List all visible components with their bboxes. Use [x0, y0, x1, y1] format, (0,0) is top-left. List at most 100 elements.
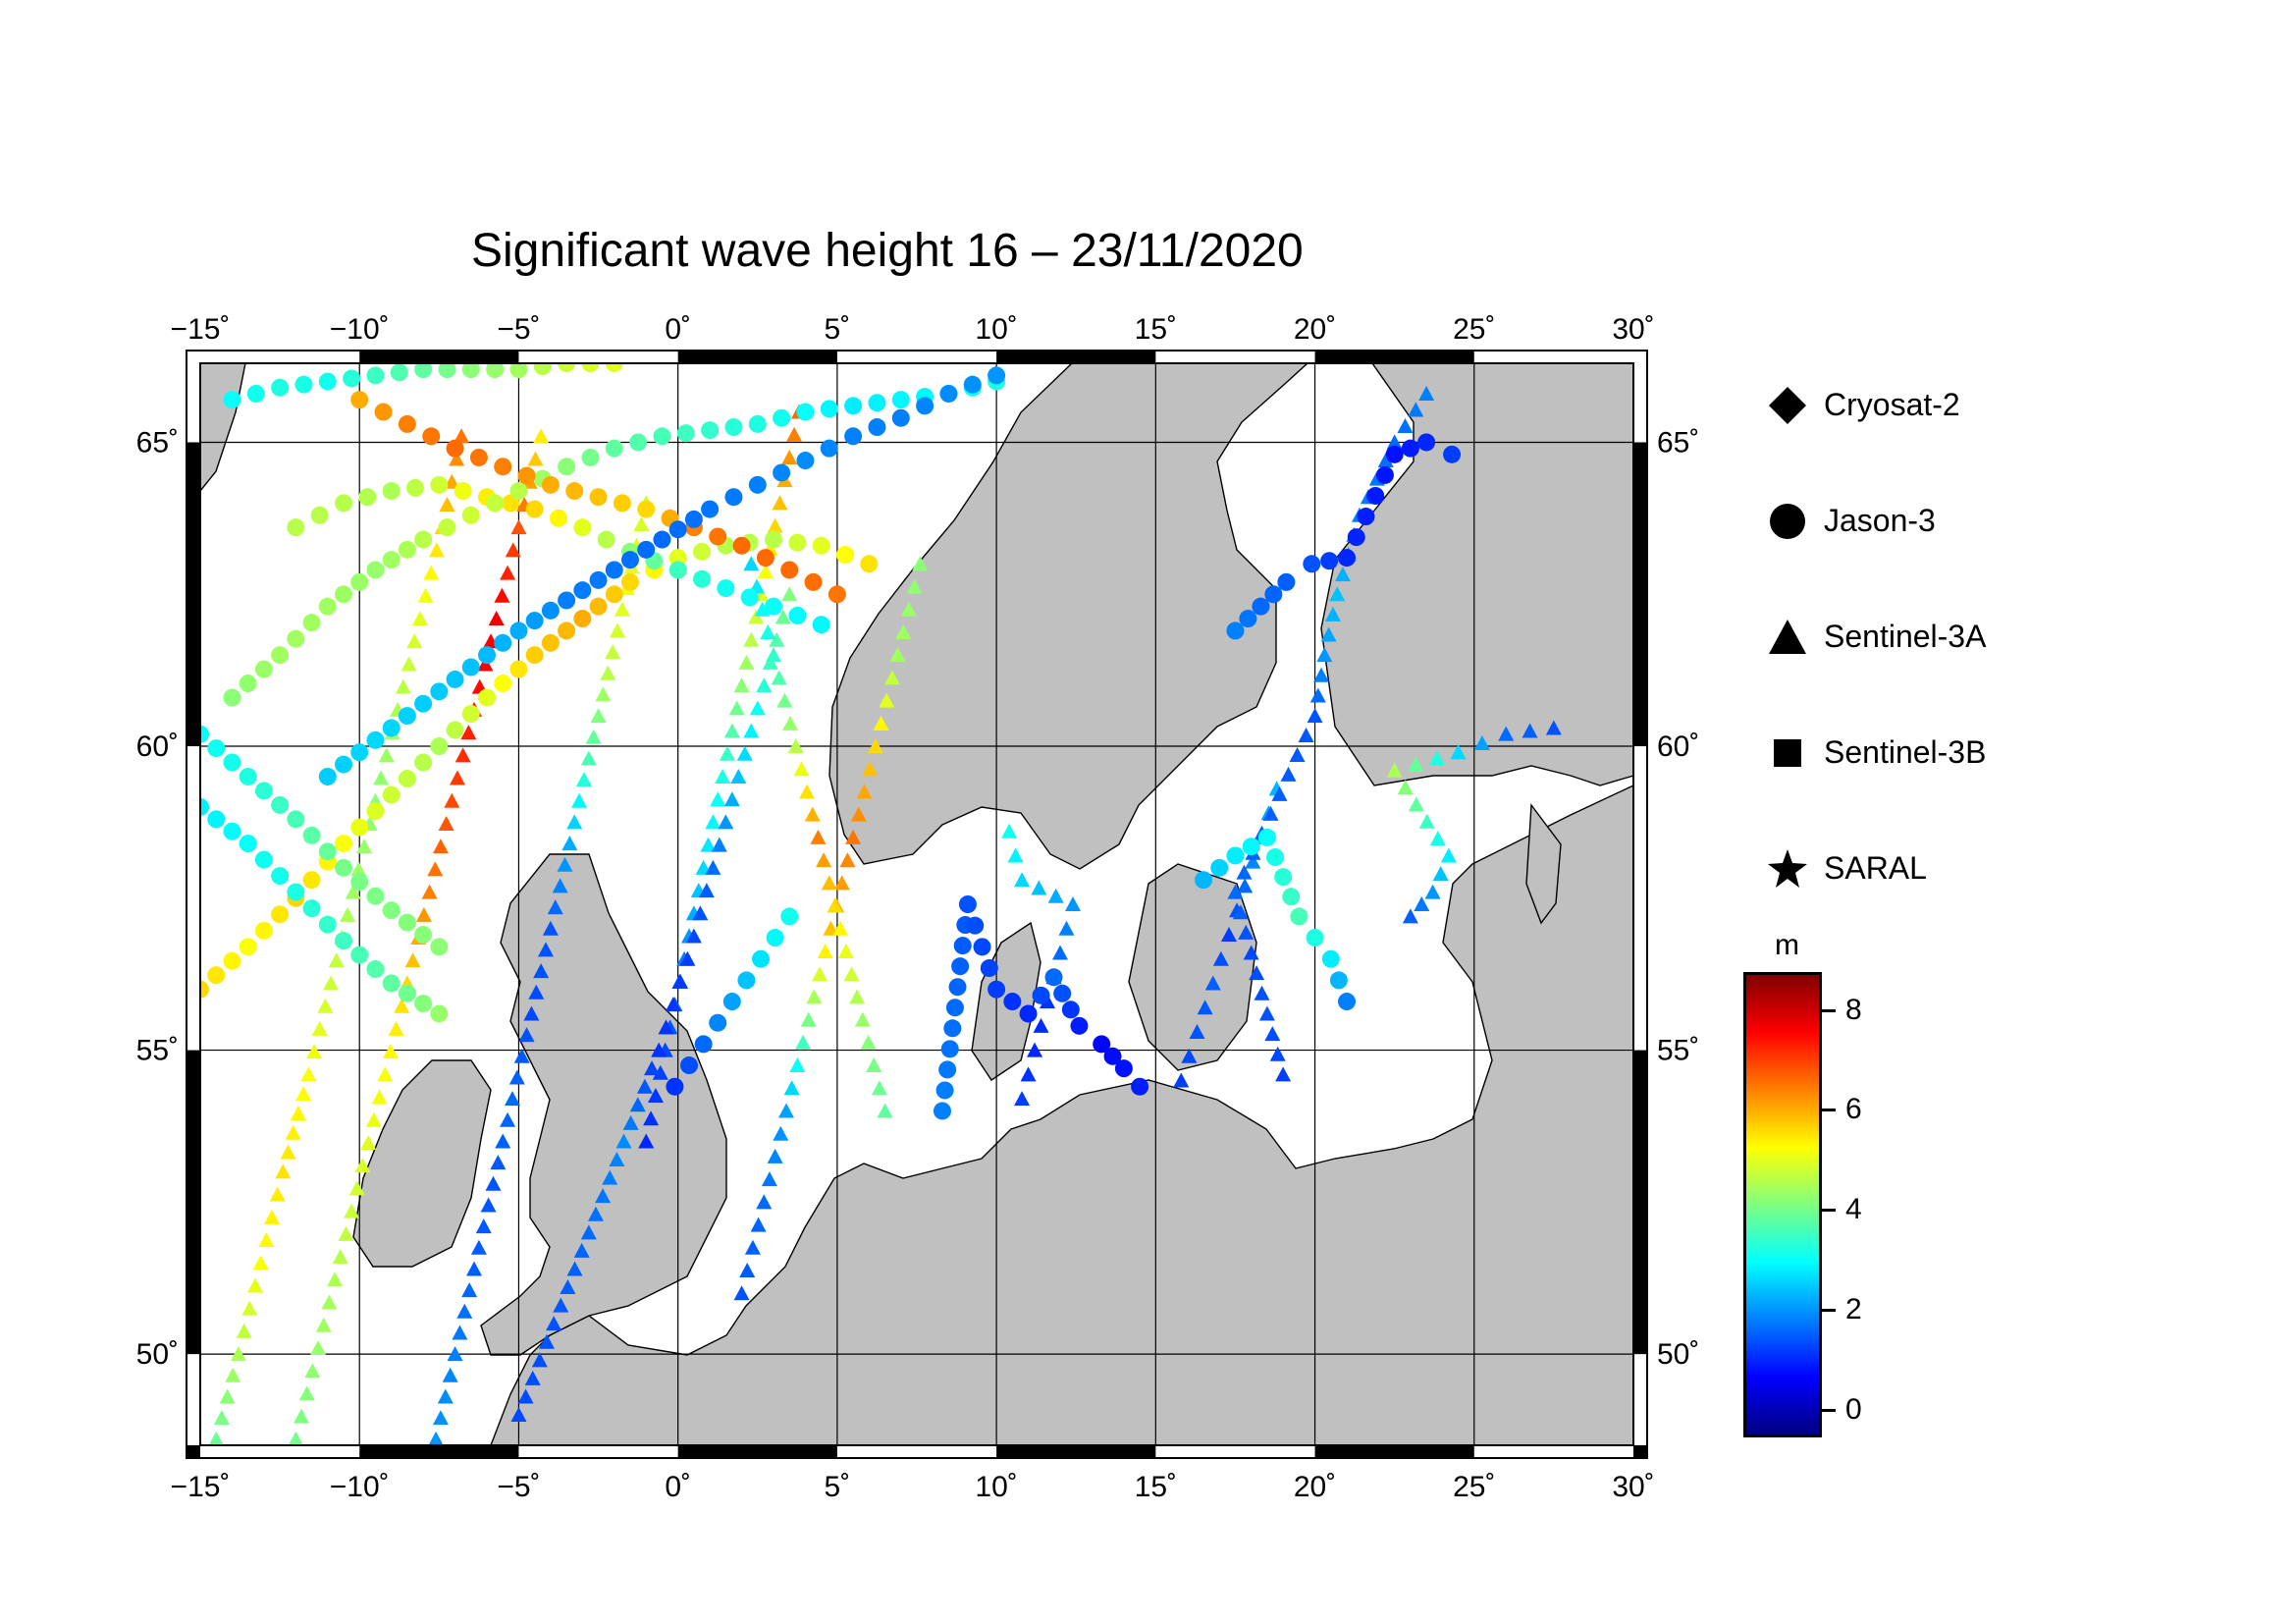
jason-3-measurement: [430, 682, 449, 701]
sentinel-3a-measurement: [1307, 708, 1323, 724]
sentinel-3a-measurement: [439, 496, 455, 512]
jason-3-measurement: [343, 369, 361, 388]
jason-3-measurement: [693, 542, 711, 561]
sentinel-3a-measurement: [771, 670, 787, 685]
jason-3-measurement: [701, 500, 720, 518]
sentinel-3a-measurement: [395, 678, 411, 694]
jason-3-measurement: [988, 980, 1006, 999]
sentinel-3a-measurement: [485, 1175, 502, 1191]
sentinel-3a-measurement: [332, 1249, 348, 1265]
sentinel-3a-measurement: [1181, 1048, 1198, 1063]
sentinel-3a-measurement: [1397, 780, 1414, 795]
sentinel-3a-measurement: [423, 565, 440, 580]
sentinel-3a-measurement: [500, 565, 516, 580]
jason-3-measurement: [287, 629, 305, 648]
jason-3-measurement: [1103, 1047, 1122, 1065]
jason-3-measurement: [438, 518, 456, 537]
sentinel-3a-measurement: [1052, 945, 1068, 960]
sentinel-3a-measurement: [345, 884, 361, 899]
jason-3-measurement: [414, 995, 433, 1013]
legend-item-sentinel-3b: Sentinel-3B: [1767, 729, 2081, 778]
sentinel-3a-measurement: [460, 725, 477, 740]
sentinel-3a-measurement: [781, 586, 798, 602]
colorbar-tick-label: 6: [1845, 1093, 1862, 1126]
sentinel-3a-measurement: [810, 829, 827, 844]
sentinel-3a-measurement: [580, 1224, 597, 1240]
colorbar-tick-label: 8: [1845, 993, 1862, 1026]
sentinel-3a-measurement: [609, 1152, 625, 1167]
sentinel-3a-measurement: [912, 556, 929, 571]
jason-3-measurement: [891, 391, 910, 409]
sentinel-3a-measurement: [692, 905, 709, 921]
jason-3-measurement: [254, 850, 273, 869]
jason-3-measurement: [1266, 848, 1284, 867]
sentinel-3a-measurement: [723, 723, 740, 738]
sentinel-3a-measurement: [561, 836, 578, 851]
frame-bar: [1633, 1445, 1647, 1458]
jason-3-measurement: [350, 946, 369, 964]
legend-item-cryosat: Cryosat-2: [1767, 381, 2081, 430]
jason-3-measurement: [558, 363, 576, 372]
colorbar-tick-label: 0: [1845, 1392, 1862, 1426]
jason-3-measurement: [653, 427, 671, 446]
jason-3-measurement: [430, 475, 449, 494]
sentinel-3a-measurement: [311, 1020, 328, 1036]
jason-3-measurement: [414, 530, 433, 549]
sentinel-3a-measurement: [812, 966, 828, 982]
sentinel-3a-measurement: [590, 708, 607, 724]
sentinel-3a-measurement: [1014, 872, 1031, 888]
jason-3-measurement: [335, 932, 352, 950]
track-jason-3: [223, 363, 623, 409]
sentinel-3a-measurement: [304, 1363, 321, 1379]
jason-3-measurement: [446, 439, 464, 458]
sentinel-3a-measurement: [1258, 1005, 1275, 1021]
sentinel-3a-measurement: [1212, 950, 1229, 966]
outer-frame: [186, 350, 1648, 1459]
sentinel-3a-measurement: [647, 1088, 664, 1104]
jason-3-measurement: [461, 506, 480, 524]
jason-3-measurement: [382, 482, 400, 501]
jason-3-measurement: [796, 452, 815, 470]
jason-3-measurement: [430, 737, 449, 756]
jason-3-measurement: [581, 363, 600, 372]
jason-3-measurement: [1375, 465, 1394, 484]
sentinel-3a-measurement: [900, 601, 917, 617]
track-jason-3: [200, 530, 879, 999]
sentinel-3a-measurement: [290, 1105, 306, 1120]
jason-3-measurement: [207, 966, 226, 985]
sentinel-3a-measurement: [600, 665, 616, 680]
sentinel-3a-measurement: [449, 770, 465, 785]
jason-3-measurement: [200, 797, 209, 816]
jason-3-measurement: [916, 397, 934, 415]
jason-3-measurement: [1401, 439, 1419, 458]
sentinel-3a-measurement: [1271, 785, 1288, 801]
jason-3-measurement: [1239, 610, 1257, 628]
sentinel-3a-measurement: [774, 609, 791, 624]
sentinel-3a-measurement: [566, 1261, 583, 1276]
sentinel-3a-measurement: [1204, 975, 1221, 991]
sentinel-3a-measurement: [428, 1431, 444, 1445]
track-jason-3: [318, 366, 1006, 785]
sentinel-3a-measurement: [213, 1410, 230, 1426]
sentinel-3a-measurement: [552, 878, 568, 893]
sentinel-3a-measurement: [377, 1066, 394, 1082]
sentinel-3a-measurement: [533, 963, 550, 979]
jason-3-measurement: [541, 475, 560, 494]
sentinel-3a-measurement: [799, 784, 816, 799]
sentinel-3a-measurement: [615, 1133, 632, 1149]
lat-tick-label: 65˚: [136, 426, 179, 459]
jason-3-measurement: [254, 660, 273, 678]
jason-3-measurement: [318, 372, 337, 391]
sentinel-3a-measurement: [821, 875, 837, 891]
sentinel-3a-measurement: [350, 861, 367, 877]
sentinel-3a-measurement: [488, 611, 505, 626]
jason-3-measurement: [1226, 622, 1245, 640]
satellite-tracks: [200, 363, 1562, 1445]
jason-3-measurement: [335, 494, 352, 513]
sentinel-3a-measurement: [1243, 945, 1259, 960]
colorbar-tick: [1822, 1008, 1836, 1012]
jason-3-measurement: [1257, 828, 1276, 846]
sentinel-3a-measurement: [817, 943, 833, 958]
sentinel-3a-measurement: [679, 950, 696, 966]
jason-3-measurement: [844, 427, 863, 446]
